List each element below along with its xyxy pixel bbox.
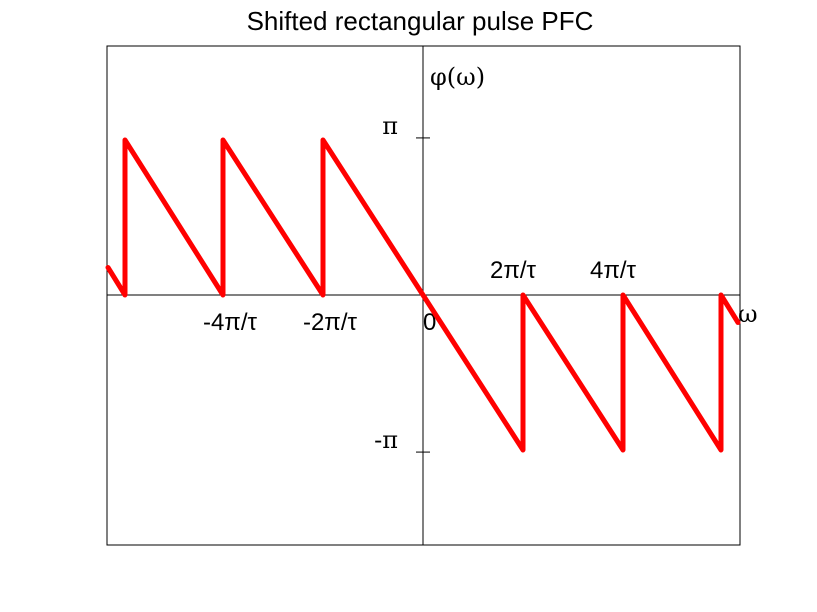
phase-series-line [105,137,741,453]
x-tick-label: -4π/τ [203,309,258,336]
x-tick-label: 2π/τ [490,257,537,284]
x-tick-label: 4π/τ [590,257,637,284]
y-ticks: π -π [374,112,430,454]
x-tick-label: 0 [423,309,436,336]
y-tick-label: π [382,112,398,140]
y-axis-label: φ(ω) [430,63,485,91]
x-axis-label: ω [738,300,758,328]
x-tick-label: -2π/τ [303,309,358,336]
x-ticks: -4π/τ -2π/τ 0 2π/τ 4π/τ [203,257,637,336]
y-tick-label: -π [374,426,398,454]
chart-title: Shifted rectangular pulse PFC [247,6,594,36]
